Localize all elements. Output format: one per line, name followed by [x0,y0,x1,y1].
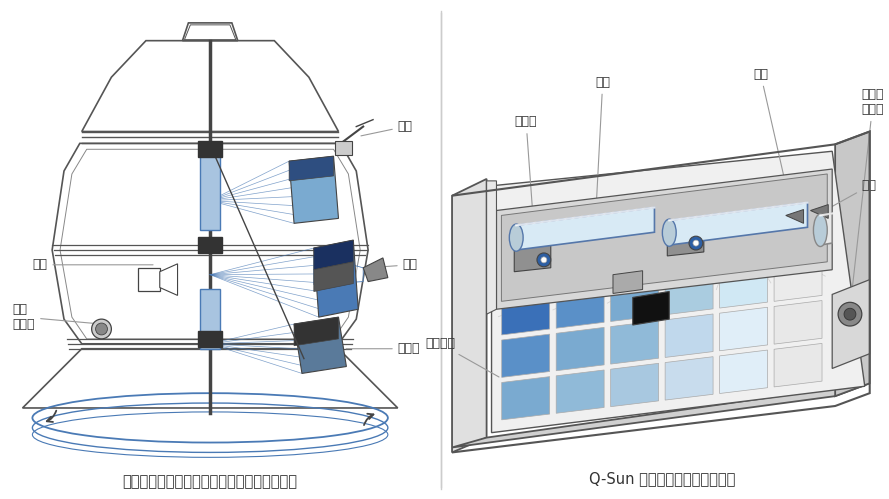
Bar [200,289,220,349]
Polygon shape [811,205,829,219]
Polygon shape [633,291,669,325]
Bar [198,141,222,157]
Polygon shape [719,350,767,394]
Circle shape [838,302,861,326]
Polygon shape [314,255,364,284]
Bar [200,156,220,230]
Text: 样品架: 样品架 [346,342,420,355]
Text: 背喷: 背喷 [361,120,412,136]
Text: 喷淋: 喷淋 [371,258,418,271]
Polygon shape [364,258,388,281]
Polygon shape [774,172,822,216]
Polygon shape [668,228,704,256]
Polygon shape [557,370,605,413]
Ellipse shape [509,224,523,251]
Polygon shape [719,179,767,223]
Polygon shape [774,257,822,301]
Polygon shape [557,242,605,285]
Polygon shape [501,207,549,250]
Polygon shape [611,363,659,407]
Polygon shape [314,262,353,291]
Polygon shape [557,327,605,371]
Bar [198,331,222,347]
Circle shape [96,323,108,335]
Polygon shape [452,383,869,448]
Polygon shape [486,181,496,314]
Polygon shape [832,279,869,368]
Polygon shape [669,203,807,245]
Bar [198,237,222,253]
Ellipse shape [662,219,677,247]
Polygon shape [501,291,549,335]
Polygon shape [665,314,713,357]
Circle shape [92,319,111,339]
Polygon shape [492,151,865,433]
Polygon shape [314,240,353,270]
Polygon shape [294,317,339,346]
Polygon shape [289,156,339,224]
Polygon shape [611,193,659,237]
Polygon shape [160,264,178,295]
Polygon shape [501,249,549,292]
Polygon shape [557,285,605,328]
Polygon shape [719,222,767,265]
Text: 光照
传感器: 光照 传感器 [12,303,99,331]
Polygon shape [314,240,358,317]
Polygon shape [294,317,347,373]
Polygon shape [501,334,549,377]
Polygon shape [665,186,713,230]
Polygon shape [289,156,333,181]
Polygon shape [611,278,659,321]
Polygon shape [835,132,869,396]
Polygon shape [517,208,654,250]
Polygon shape [786,210,804,224]
Polygon shape [719,307,767,351]
Text: 转鼓式样品安装系统符合以硬件为基础的标准: 转鼓式样品安装系统符合以硬件为基础的标准 [123,475,298,490]
Polygon shape [665,271,713,315]
Polygon shape [452,179,486,453]
Polygon shape [774,215,822,258]
Text: Q-Sun 符合以性能为基础的标准: Q-Sun 符合以性能为基础的标准 [589,472,735,487]
Polygon shape [719,264,767,308]
Text: 太阳眼
传感器: 太阳眼 传感器 [850,88,885,306]
Polygon shape [496,169,832,309]
Polygon shape [501,174,828,301]
Polygon shape [611,236,659,279]
Polygon shape [665,229,713,272]
Bar [138,268,160,291]
Text: 喷嘴: 喷嘴 [753,68,792,213]
Polygon shape [557,200,605,243]
Polygon shape [774,343,822,387]
Circle shape [537,253,551,267]
Polygon shape [611,321,659,364]
Polygon shape [514,244,551,272]
Polygon shape [774,300,822,344]
Polygon shape [665,357,713,400]
Circle shape [693,240,699,246]
Polygon shape [501,377,549,420]
Text: 黑板: 黑板 [653,179,877,306]
Polygon shape [613,271,643,293]
Circle shape [844,308,856,320]
Bar [334,141,352,155]
Text: 测试样品: 测试样品 [425,337,499,377]
Text: 过滤器: 过滤器 [515,115,537,255]
Text: 氙灯: 氙灯 [596,76,610,223]
Text: 氙灯: 氙灯 [32,258,153,271]
Ellipse shape [813,214,828,247]
Polygon shape [821,214,832,245]
Circle shape [689,236,703,250]
Circle shape [541,257,547,263]
